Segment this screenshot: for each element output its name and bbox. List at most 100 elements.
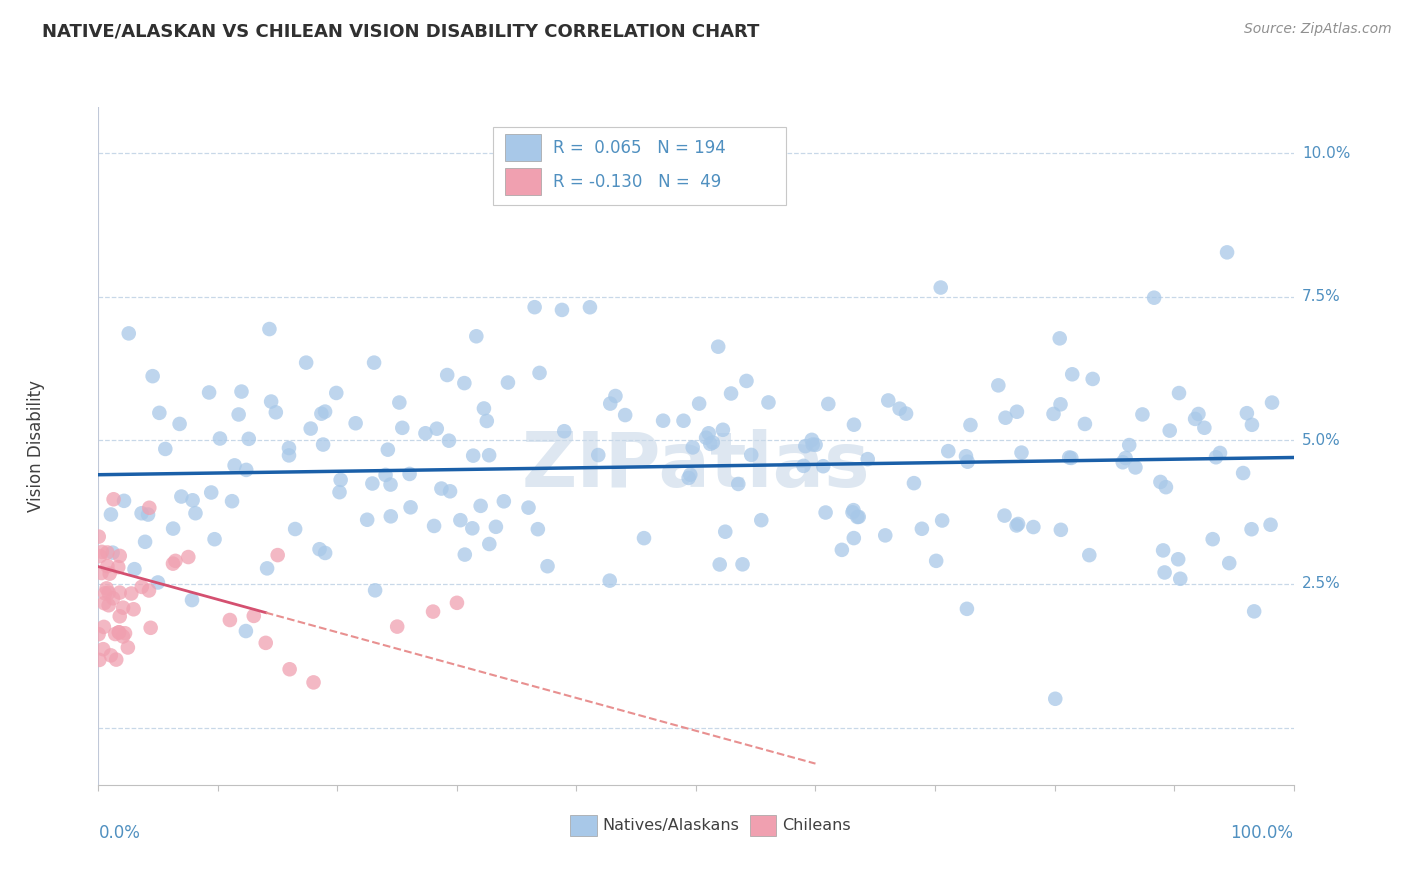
Point xyxy=(101,546,124,560)
Point xyxy=(399,500,422,515)
Point xyxy=(219,613,242,627)
Point xyxy=(1232,466,1254,480)
Point xyxy=(169,417,191,431)
Point xyxy=(1112,455,1135,469)
FancyBboxPatch shape xyxy=(571,815,596,836)
Point xyxy=(1240,417,1263,432)
Point xyxy=(496,376,519,390)
Text: Natives/Alaskans: Natives/Alaskans xyxy=(603,818,740,833)
Point xyxy=(200,485,222,500)
Point xyxy=(312,437,335,451)
Point xyxy=(107,560,129,574)
Point xyxy=(344,416,367,430)
Point xyxy=(363,356,385,370)
FancyBboxPatch shape xyxy=(749,815,776,836)
Point xyxy=(385,619,409,633)
Point xyxy=(614,408,637,422)
Point xyxy=(707,340,730,354)
Point xyxy=(264,405,287,419)
Point xyxy=(605,389,627,403)
Point xyxy=(1049,331,1071,345)
Point xyxy=(956,602,979,616)
Point xyxy=(108,609,131,624)
Point xyxy=(162,522,184,536)
Point xyxy=(1143,291,1166,305)
Point xyxy=(437,434,460,448)
Point xyxy=(122,602,145,616)
Point xyxy=(465,329,488,343)
Point xyxy=(814,506,837,520)
Point xyxy=(436,368,458,382)
FancyBboxPatch shape xyxy=(494,128,786,205)
Point xyxy=(1005,405,1028,419)
Point xyxy=(848,509,870,524)
Point xyxy=(100,648,122,663)
Point xyxy=(1050,523,1073,537)
Point xyxy=(842,503,865,517)
Point xyxy=(254,636,277,650)
Point xyxy=(804,438,827,452)
Point xyxy=(1060,450,1083,465)
Text: R = -0.130   N =  49: R = -0.130 N = 49 xyxy=(553,173,721,191)
Point xyxy=(278,662,301,676)
Point xyxy=(90,545,112,559)
Point xyxy=(446,596,468,610)
Point xyxy=(181,593,204,607)
Point xyxy=(903,476,925,491)
Point xyxy=(284,522,307,536)
Text: NATIVE/ALASKAN VS CHILEAN VISION DISABILITY CORRELATION CHART: NATIVE/ALASKAN VS CHILEAN VISION DISABIL… xyxy=(42,22,759,40)
Point xyxy=(588,448,610,462)
Point xyxy=(142,369,165,384)
Point xyxy=(1007,516,1029,531)
Point xyxy=(108,549,131,563)
Point xyxy=(551,302,574,317)
Point xyxy=(817,397,839,411)
Point xyxy=(329,473,352,487)
Point xyxy=(91,642,114,657)
Point xyxy=(714,524,737,539)
FancyBboxPatch shape xyxy=(505,168,541,195)
Point xyxy=(101,591,124,606)
Point xyxy=(238,432,260,446)
Point xyxy=(517,500,540,515)
Point xyxy=(536,559,558,574)
Point xyxy=(177,549,200,564)
Point xyxy=(100,508,122,522)
Point xyxy=(377,442,399,457)
Point xyxy=(162,557,184,571)
Point xyxy=(475,414,498,428)
Text: 100.0%: 100.0% xyxy=(1230,824,1294,842)
Point xyxy=(138,583,160,598)
Point xyxy=(485,520,508,534)
Point xyxy=(553,424,575,438)
Point xyxy=(259,322,281,336)
Point xyxy=(93,596,115,610)
Point xyxy=(111,629,134,643)
Point xyxy=(1074,417,1097,431)
Point xyxy=(679,467,702,482)
Point xyxy=(1022,520,1045,534)
Point xyxy=(936,444,959,458)
Point xyxy=(235,463,257,477)
Point xyxy=(1115,451,1137,466)
Point xyxy=(114,626,136,640)
Point xyxy=(1216,245,1239,260)
Point xyxy=(987,378,1010,392)
Point xyxy=(672,414,695,428)
Point xyxy=(391,421,413,435)
Point xyxy=(302,675,325,690)
Point xyxy=(682,441,704,455)
Point xyxy=(731,558,754,572)
Point xyxy=(678,471,700,485)
Point xyxy=(374,467,396,482)
Point xyxy=(98,566,121,581)
Point xyxy=(231,384,253,399)
Point xyxy=(956,455,979,469)
Text: Vision Disability: Vision Disability xyxy=(27,380,45,512)
Point xyxy=(699,437,721,451)
Point xyxy=(131,506,153,520)
Point xyxy=(478,448,501,462)
Point xyxy=(1168,386,1191,401)
Point xyxy=(889,401,911,416)
Point xyxy=(1062,368,1084,382)
